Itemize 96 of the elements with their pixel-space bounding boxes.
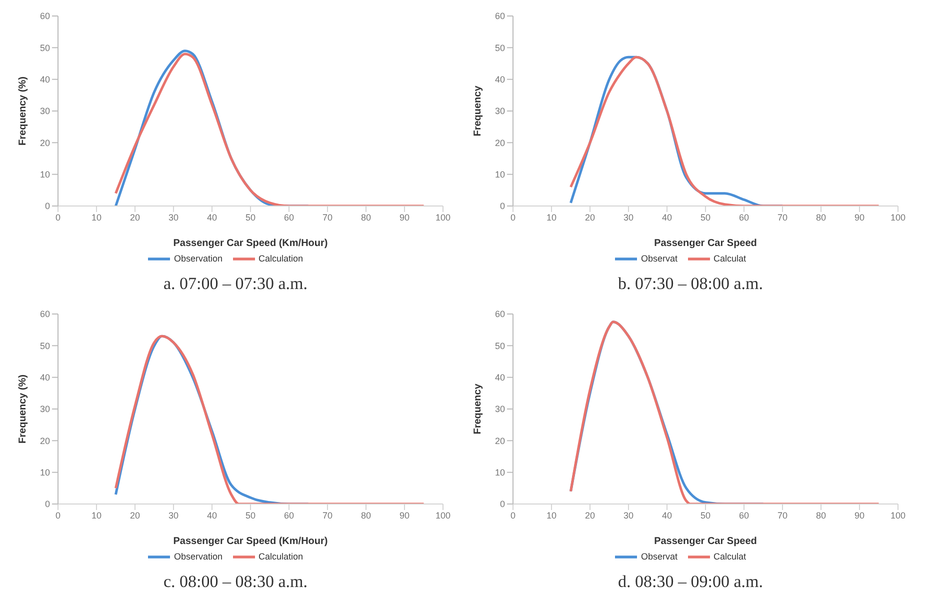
line-series xyxy=(114,334,425,504)
x-tick-label: 100 xyxy=(890,212,906,222)
x-tick-label: 80 xyxy=(360,212,372,222)
y-tick-label: 30 xyxy=(40,404,50,414)
y-tick-label: 30 xyxy=(494,106,505,116)
y-tick-label: 50 xyxy=(40,340,50,351)
legend-label: Observat xyxy=(640,551,678,562)
x-tick-label: 30 xyxy=(168,510,179,520)
y-tick-label: 50 xyxy=(494,340,505,351)
y-tick-label: 50 xyxy=(494,42,505,53)
x-axis-title: Passenger Car Speed (Km/Hour) xyxy=(173,238,328,249)
text: a. 07:00 – 07:30 a.m. xyxy=(162,274,308,294)
x-tick-label: 90 xyxy=(399,510,410,520)
x-tick-label: 70 xyxy=(777,510,788,520)
y-tick-label: 20 xyxy=(494,436,505,446)
y-axis-title: Frequency xyxy=(472,85,484,136)
y-tick-label: 30 xyxy=(40,106,50,116)
x-tick-label: 50 xyxy=(700,510,711,520)
y-axis-title: Frequency (%) xyxy=(18,374,29,444)
x-tick-label: 50 xyxy=(245,212,256,222)
x-tick-label: 80 xyxy=(816,212,826,222)
x-tick-label: 30 xyxy=(623,510,634,520)
x-tick-label: 100 xyxy=(435,510,451,520)
x-tick-label: 10 xyxy=(91,510,102,520)
x-axis-title: Passenger Car Speed xyxy=(654,238,757,249)
y-tick-label: 40 xyxy=(494,372,505,383)
legend-label: Observat xyxy=(640,253,678,264)
y-tick-label: 10 xyxy=(40,468,50,478)
legend-label: Calculat xyxy=(714,253,746,264)
legend-label: Calculation xyxy=(258,551,304,562)
x-tick-label: 20 xyxy=(584,212,596,222)
x-axis-title: Passenger Car Speed xyxy=(654,536,757,547)
x-tick-label: 70 xyxy=(777,212,788,222)
x-tick-label: 0 xyxy=(510,510,516,520)
text: b. 07:30 – 08:00 a.m. xyxy=(617,274,764,294)
y-tick-label: 30 xyxy=(494,404,505,414)
y-tick-label: 60 xyxy=(40,309,50,320)
legend-label: Observation xyxy=(174,551,222,562)
x-tick-label: 50 xyxy=(700,212,711,222)
line-series xyxy=(570,320,880,504)
y-tick-label: 60 xyxy=(494,11,505,22)
x-tick-label: 70 xyxy=(322,510,333,520)
text: d. 08:30 – 09:00 a.m. xyxy=(617,572,764,592)
x-tick-label: 90 xyxy=(854,510,865,520)
x-tick-label: 90 xyxy=(854,212,865,222)
x-tick-label: 30 xyxy=(623,212,634,222)
x-tick-label: 20 xyxy=(130,212,140,222)
x-tick-label: 0 xyxy=(55,510,61,520)
x-tick-label: 60 xyxy=(738,510,750,520)
y-tick-label: 60 xyxy=(494,309,505,320)
x-tick-label: 10 xyxy=(546,510,557,520)
x-tick-label: 10 xyxy=(546,212,557,222)
x-tick-label: 70 xyxy=(322,212,333,222)
x-tick-label: 30 xyxy=(168,212,179,222)
legend-label: Observation xyxy=(174,253,222,264)
y-axis-title: Frequency xyxy=(472,383,484,434)
x-tick-label: 40 xyxy=(206,212,218,222)
y-tick-label: 20 xyxy=(40,138,50,148)
y-axis-title: Frequency (%) xyxy=(18,76,29,146)
y-tick-label: 40 xyxy=(40,372,50,383)
y-tick-label: 60 xyxy=(40,11,50,22)
y-tick-label: 50 xyxy=(40,42,50,53)
y-tick-label: 40 xyxy=(40,74,50,85)
y-tick-label: 0 xyxy=(44,499,50,510)
x-tick-label: 90 xyxy=(399,212,410,222)
x-tick-label: 60 xyxy=(738,212,750,222)
y-tick-label: 0 xyxy=(500,499,505,510)
legend-label: Calculation xyxy=(258,253,304,264)
x-tick-label: 50 xyxy=(245,510,256,520)
x-tick-label: 80 xyxy=(360,510,372,520)
x-tick-label: 60 xyxy=(284,510,294,520)
x-tick-label: 20 xyxy=(130,510,140,520)
line-series xyxy=(570,56,880,206)
legend-label: Calculat xyxy=(714,551,746,562)
y-tick-label: 40 xyxy=(494,74,505,85)
line-series xyxy=(114,52,425,206)
x-tick-label: 40 xyxy=(206,510,218,520)
x-axis-title: Passenger Car Speed (Km/Hour) xyxy=(173,536,328,547)
x-tick-label: 0 xyxy=(510,212,516,222)
x-tick-label: 80 xyxy=(816,510,826,520)
y-tick-label: 0 xyxy=(44,201,50,212)
x-tick-label: 0 xyxy=(55,212,61,222)
x-tick-label: 20 xyxy=(584,510,596,520)
y-tick-label: 0 xyxy=(500,201,505,212)
y-tick-label: 10 xyxy=(494,170,505,180)
x-tick-label: 60 xyxy=(284,212,294,222)
x-tick-label: 40 xyxy=(662,212,672,222)
x-tick-label: 40 xyxy=(662,510,672,520)
y-tick-label: 10 xyxy=(40,170,50,180)
text: c. 08:00 – 08:30 a.m. xyxy=(162,572,308,592)
x-tick-label: 100 xyxy=(435,212,451,222)
y-tick-label: 20 xyxy=(40,436,50,446)
y-tick-label: 20 xyxy=(494,138,505,148)
y-tick-label: 10 xyxy=(494,468,505,478)
x-tick-label: 10 xyxy=(91,212,102,222)
x-tick-label: 100 xyxy=(890,510,906,520)
